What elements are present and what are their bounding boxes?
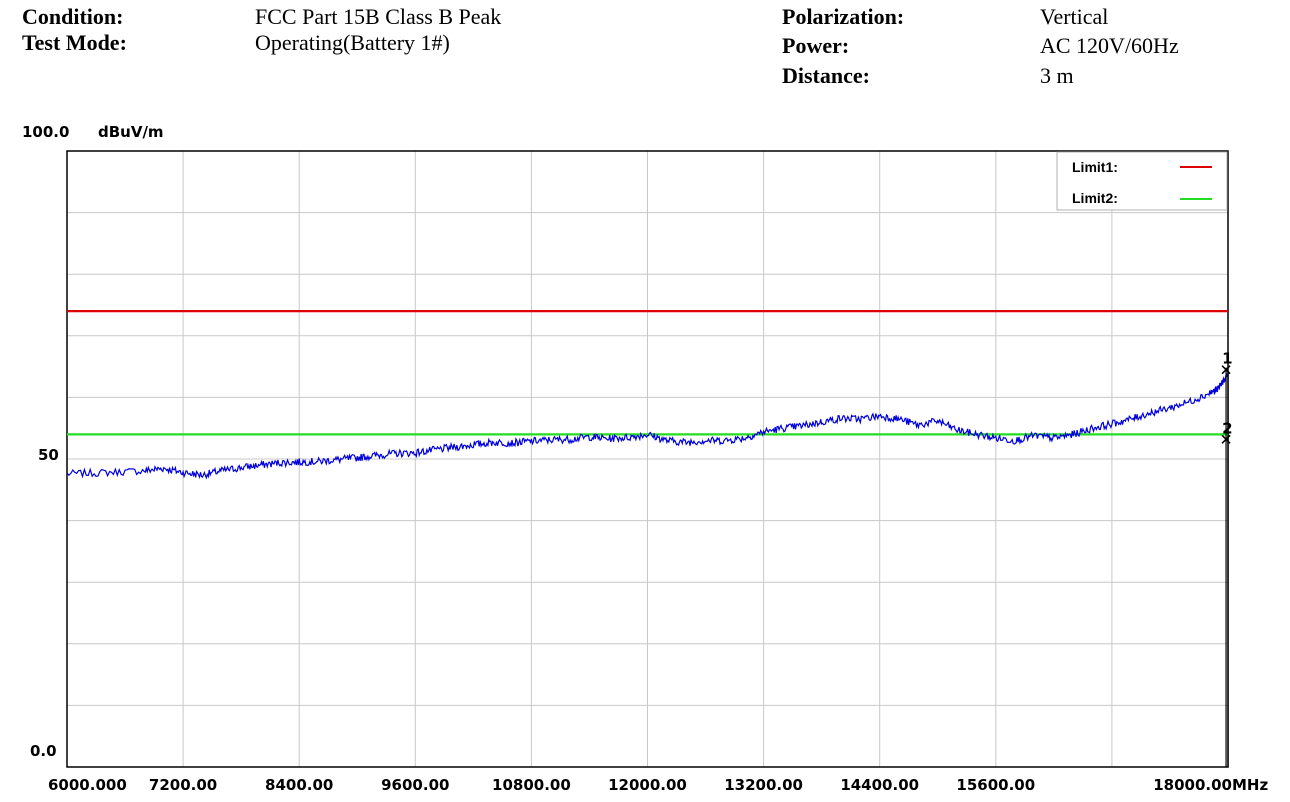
x-tick-label: 9600.00: [381, 776, 449, 794]
x-tick-label: 18000.00: [1153, 776, 1232, 794]
condition-label: Condition:: [22, 4, 124, 29]
condition-value: FCC Part 15B Class B Peak: [255, 4, 502, 29]
marker-cross: [1221, 434, 1231, 444]
x-axis-unit: MHz: [1232, 776, 1268, 794]
x-axis-ticks: 6000.000 7200.00 8400.00 9600.00 10800.00 120…: [48, 776, 1232, 794]
polarization-value: Vertical: [1040, 4, 1109, 29]
distance-label: Distance:: [782, 63, 870, 88]
power-value: AC 120V/60Hz: [1040, 33, 1179, 58]
markers: 12: [1221, 350, 1233, 767]
test-mode-label: Test Mode:: [22, 30, 127, 55]
polarization-label: Polarization:: [782, 4, 905, 29]
y-tick-bottom: 0.0: [30, 742, 57, 760]
marker-cross: [1221, 365, 1231, 375]
y-axis-unit: dBuV/m: [98, 123, 164, 141]
x-tick-label: 14400.00: [840, 776, 919, 794]
marker-label: 2: [1222, 419, 1232, 437]
legend-box: [1056, 151, 1228, 211]
x-tick-label: 15600.00: [956, 776, 1035, 794]
marker-label: 1: [1222, 350, 1232, 368]
x-tick-label: 6000.000: [48, 776, 127, 794]
y-tick-top: 100.0: [22, 123, 69, 141]
x-tick-label: 13200.00: [724, 776, 803, 794]
distance-value: 3 m: [1040, 63, 1074, 88]
test-mode-value: Operating(Battery 1#): [255, 30, 450, 55]
x-tick-label: 10800.00: [492, 776, 571, 794]
legend-limit1-label: Limit1:: [1072, 159, 1118, 175]
legend: Limit1: Limit2:: [1056, 151, 1228, 211]
y-tick-mid: 50: [38, 446, 59, 464]
measurement-trace: [66, 373, 1229, 480]
chart-grid: [67, 151, 1228, 767]
legend-limit2-label: Limit2:: [1072, 190, 1118, 206]
x-tick-label: 8400.00: [265, 776, 333, 794]
x-tick-label: 7200.00: [149, 776, 217, 794]
power-label: Power:: [782, 33, 850, 58]
x-tick-label: 12000.00: [608, 776, 687, 794]
